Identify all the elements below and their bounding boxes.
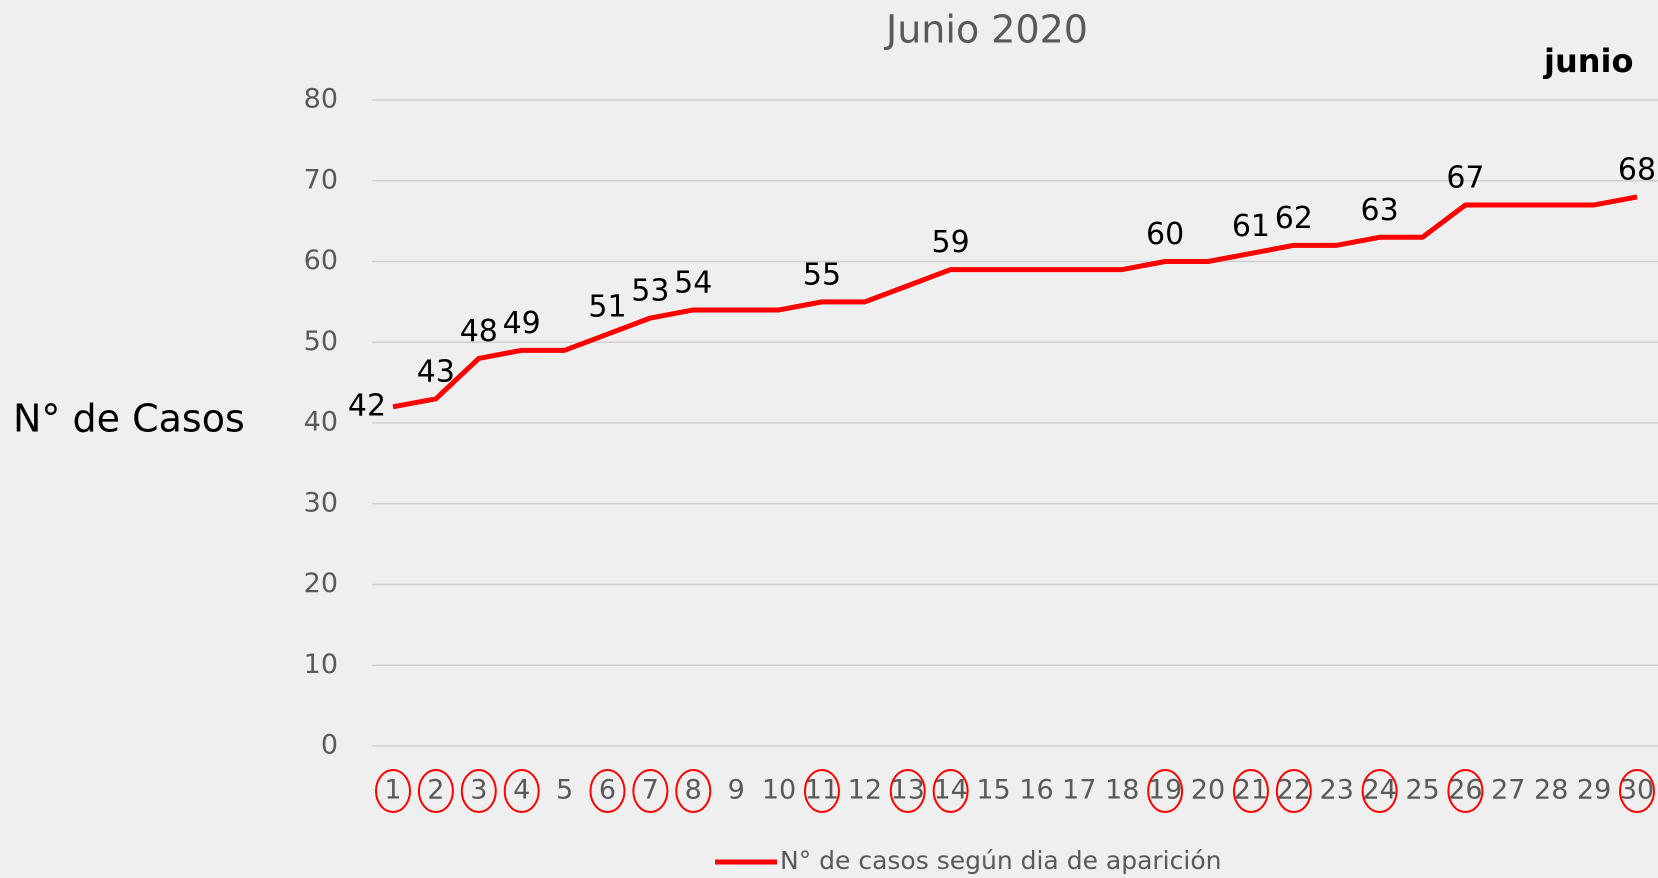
day-circle	[632, 769, 669, 813]
y-tick-label: 70	[304, 164, 338, 195]
day-circle	[589, 769, 626, 813]
chart-title: Junio 2020	[884, 8, 1088, 52]
x-tick-label: 18	[1105, 775, 1139, 806]
x-tick-label: 10	[762, 775, 796, 806]
data-label: 48	[460, 314, 498, 349]
data-label: 54	[674, 265, 712, 300]
x-tick-label: 21	[1234, 775, 1268, 806]
y-axis-label: N° de Casos	[13, 397, 245, 441]
y-tick-label: 40	[304, 407, 338, 438]
day-circle	[1619, 769, 1655, 813]
x-tick-label: 13	[891, 775, 925, 806]
data-label: 55	[803, 257, 841, 292]
x-tick-label: 20	[1191, 775, 1225, 806]
x-tick-label: 9	[728, 775, 745, 806]
y-tick-label: 10	[304, 649, 338, 680]
day-circle	[1361, 769, 1398, 813]
annotation: junio	[1542, 42, 1633, 80]
y-tick-label: 80	[304, 84, 338, 115]
day-circle	[375, 769, 411, 813]
x-tick-label: 17	[1062, 775, 1096, 806]
x-tick-label: 7	[642, 775, 659, 806]
y-tick-label: 30	[304, 487, 338, 518]
y-tick-label: 50	[304, 326, 338, 357]
x-tick-label: 4	[513, 775, 530, 806]
day-circle	[675, 769, 712, 813]
legend-label: N° de casos según dia de aparición	[780, 846, 1221, 875]
y-tick-label: 60	[304, 245, 338, 276]
data-label: 68	[1618, 152, 1656, 187]
x-tick-label: 11	[805, 775, 839, 806]
x-tick-label: 12	[848, 775, 882, 806]
data-label: 59	[932, 225, 970, 260]
x-tick-label: 19	[1148, 775, 1182, 806]
x-tick-label: 30	[1620, 775, 1654, 806]
data-label: 67	[1446, 160, 1484, 195]
x-tick-label: 27	[1491, 775, 1525, 806]
data-label: 43	[417, 354, 455, 389]
day-circle	[417, 769, 454, 813]
day-circle	[1147, 769, 1184, 813]
data-label: 49	[503, 306, 541, 341]
x-tick-label: 8	[685, 775, 702, 806]
day-circle	[460, 769, 497, 813]
x-tick-label: 23	[1320, 775, 1354, 806]
x-tick-label: 2	[427, 775, 444, 806]
x-tick-label: 26	[1448, 775, 1482, 806]
data-label: 51	[588, 290, 626, 325]
data-label: 62	[1275, 201, 1313, 236]
day-circle	[1232, 769, 1269, 813]
x-tick-label: 16	[1019, 775, 1053, 806]
data-label: 42	[348, 388, 386, 423]
y-tick-label: 20	[304, 568, 338, 599]
day-circle	[803, 769, 840, 813]
x-tick-label: 24	[1362, 775, 1396, 806]
day-circle	[1447, 769, 1484, 813]
data-line	[392, 194, 1638, 410]
y-tick-label: 0	[321, 730, 338, 761]
x-tick-label: 3	[470, 775, 487, 806]
x-tick-label: 28	[1534, 775, 1568, 806]
day-circle	[889, 769, 926, 813]
x-tick-label: 5	[556, 775, 573, 806]
x-tick-label: 25	[1405, 775, 1439, 806]
x-tick-label: 1	[384, 775, 401, 806]
data-label: 60	[1146, 217, 1184, 252]
x-tick-label: 14	[933, 775, 967, 806]
data-label: 63	[1361, 193, 1399, 228]
x-tick-label: 6	[599, 775, 616, 806]
x-tick-label: 29	[1577, 775, 1611, 806]
x-tick-label: 22	[1277, 775, 1311, 806]
x-tick-label: 15	[976, 775, 1010, 806]
day-circle	[1275, 769, 1312, 813]
data-label: 61	[1232, 209, 1270, 244]
day-circle	[503, 769, 540, 813]
day-circle	[932, 769, 969, 813]
data-label: 53	[631, 274, 669, 309]
